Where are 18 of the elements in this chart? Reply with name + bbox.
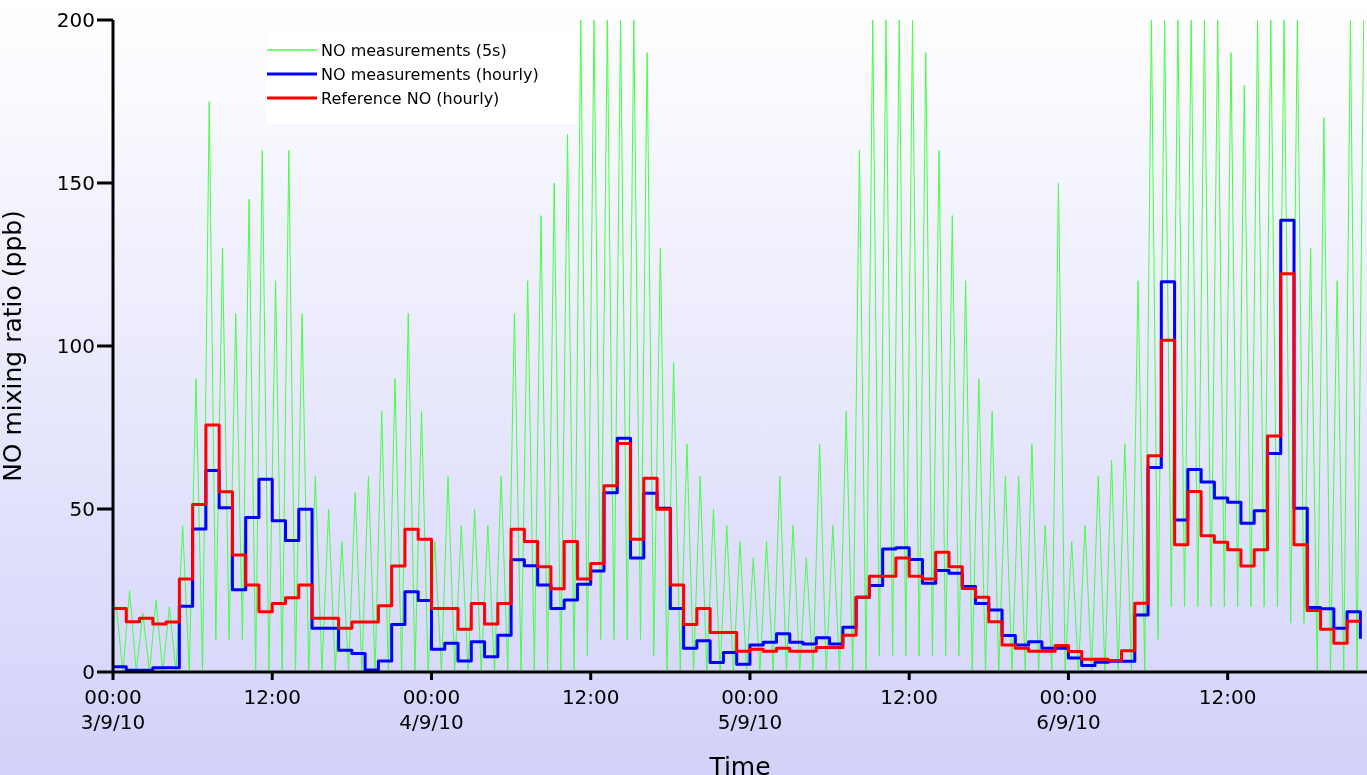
x-tick-label: 00:00 4/9/10 [399, 685, 464, 734]
x-tick-label: 12:00 [561, 685, 620, 709]
x-tick-label: 00:00 5/9/10 [717, 685, 783, 734]
legend-label: NO measurements (hourly) [321, 64, 539, 84]
x-tick-label: 00:00 6/9/10 [1036, 685, 1101, 734]
y-tick-label: 0 [82, 660, 95, 684]
x-tick-label: 00:00 3/9/10 [80, 685, 146, 734]
y-tick-label: 50 [69, 497, 95, 521]
x-tick-label: 12:00 [880, 685, 939, 709]
y-axis-title: NO mixing ratio (ppb) [0, 210, 27, 482]
legend-label: Reference NO (hourly) [321, 88, 500, 108]
y-tick-label: 200 [56, 8, 95, 32]
x-axis-title: Time [708, 752, 771, 775]
x-tick-label: 12:00 [243, 685, 302, 709]
y-tick-label: 150 [56, 171, 95, 195]
x-tick-label: 12:00 [1198, 685, 1257, 709]
legend-label: NO measurements (5s) [321, 40, 507, 60]
y-tick-label: 100 [56, 334, 95, 358]
